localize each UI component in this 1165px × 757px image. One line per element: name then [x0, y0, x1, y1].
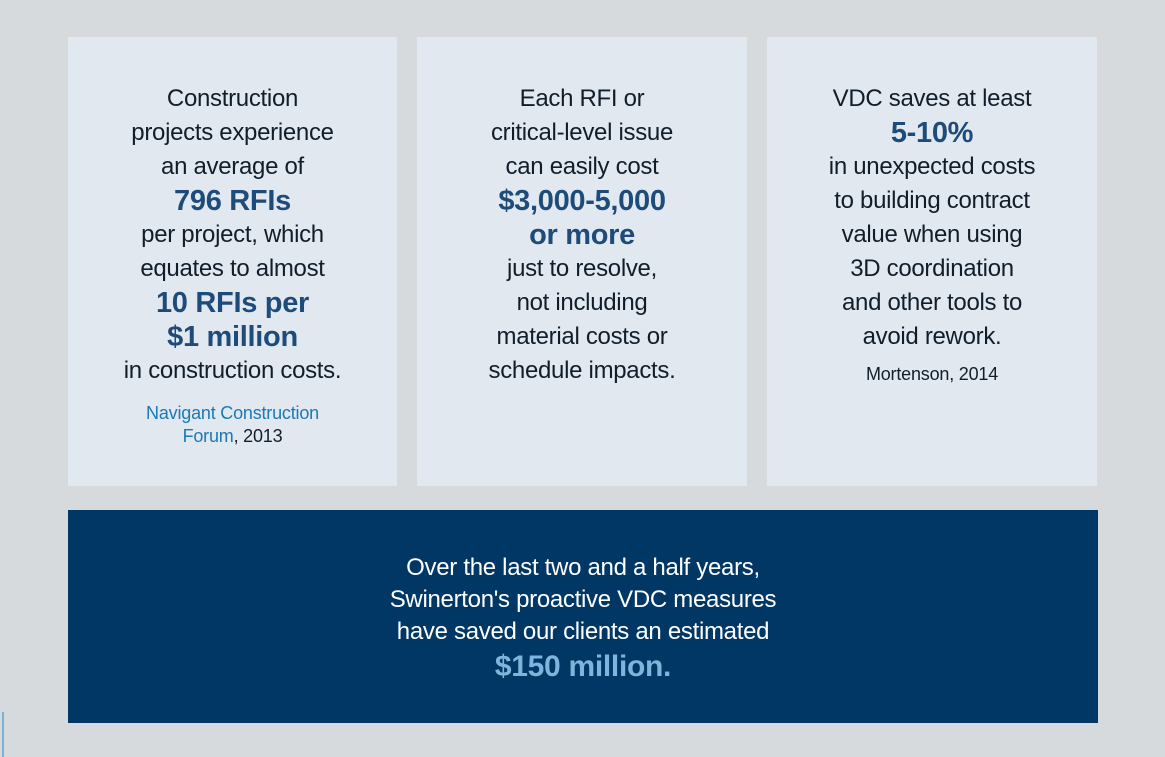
source-link-text: Navigant Construction	[146, 403, 319, 423]
stat-line: in construction costs.	[123, 357, 342, 384]
summary-banner: Over the last two and a half years, Swin…	[68, 510, 1098, 723]
stat-card-rfi-average: Construction projects experience an aver…	[68, 37, 397, 486]
stat-card-text: VDC saves at least 5-10% in unexpected c…	[767, 37, 1097, 386]
stat-value-or-more: or more	[529, 219, 635, 251]
source-year-line: Forum, 2013	[68, 425, 397, 448]
stat-card-text: Each RFI or critical-level issue can eas…	[417, 37, 747, 388]
page-edge-line	[2, 712, 4, 757]
stat-value-dollar: $1 million	[167, 321, 298, 353]
stat-line: just to resolve,	[507, 255, 657, 282]
stat-card-text: Construction projects experience an aver…	[68, 37, 397, 448]
source-year: , 2013	[233, 426, 283, 446]
stat-line: Each RFI or	[519, 85, 645, 112]
stat-line: not including	[516, 289, 648, 316]
stat-line: projects experience	[131, 119, 334, 146]
banner-line: Over the last two and a half years,	[406, 554, 760, 581]
source-name-line: Navigant Construction	[68, 402, 397, 425]
stat-value-rfi-count: 796 RFIs	[174, 185, 291, 217]
stat-line: in unexpected costs	[828, 153, 1036, 180]
stat-line: an average of	[161, 153, 304, 180]
stat-card-rfi-cost: Each RFI or critical-level issue can eas…	[417, 37, 747, 486]
stat-line: equates to almost	[140, 255, 325, 282]
stat-line: can easily cost	[505, 153, 659, 180]
stat-value-cost-range: $3,000-5,000	[498, 185, 666, 217]
stat-value-rfi-rate: 10 RFIs per	[155, 287, 310, 319]
stat-value-percent: 5-10%	[890, 117, 974, 149]
stat-line: material costs or	[496, 323, 668, 350]
stat-line: avoid rework.	[862, 323, 1002, 350]
banner-line: Swinerton's proactive VDC measures	[389, 586, 777, 613]
banner-highlight-amount: $150 million.	[494, 650, 672, 683]
stat-line: to building contract	[834, 187, 1030, 214]
stat-line: per project, which	[141, 221, 324, 248]
stat-line: VDC saves at least	[832, 85, 1032, 112]
stat-line: value when using	[841, 221, 1023, 248]
source-name-line: Mortenson, 2014	[865, 364, 999, 384]
source-citation: Mortenson, 2014	[767, 363, 1097, 386]
stat-line: schedule impacts.	[488, 357, 676, 384]
stat-line: 3D coordination	[850, 255, 1014, 282]
source-citation: Navigant Construction Forum, 2013	[68, 402, 397, 448]
stat-line: and other tools to	[841, 289, 1023, 316]
stat-line: critical-level issue	[490, 119, 674, 146]
stat-card-vdc-savings: VDC saves at least 5-10% in unexpected c…	[767, 37, 1097, 486]
source-link-text: Forum	[182, 426, 234, 446]
stat-line: Construction	[166, 85, 299, 112]
banner-line: have saved our clients an estimated	[396, 618, 770, 645]
